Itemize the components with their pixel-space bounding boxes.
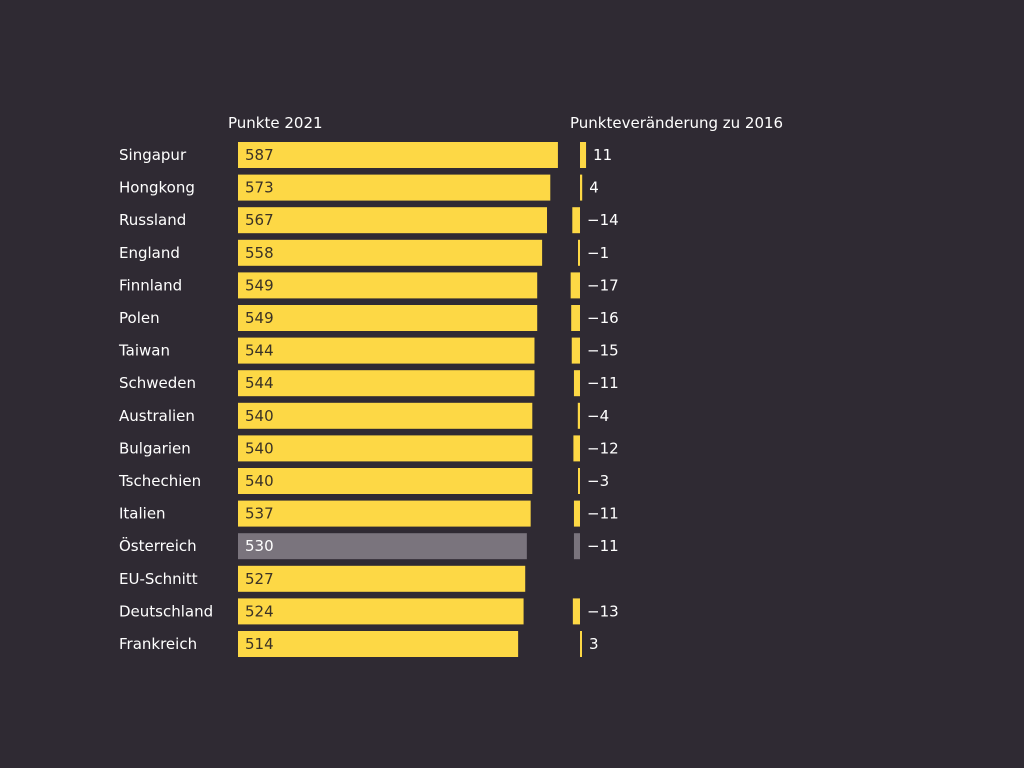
points-value-label: 549 (245, 309, 274, 327)
change-value-label: −17 (587, 276, 619, 294)
points-value-label: 530 (245, 537, 274, 555)
country-label: Russland (119, 211, 186, 229)
points-value-label: 587 (245, 146, 274, 164)
change-value-label: −14 (587, 211, 619, 229)
points-value-label: 558 (245, 244, 274, 262)
country-label: Taiwan (118, 342, 170, 360)
country-label: England (119, 244, 180, 262)
points-value-label: 540 (245, 407, 274, 425)
points-bar (238, 305, 538, 331)
points-bar (238, 533, 527, 560)
points-value-label: 549 (245, 276, 274, 294)
change-value-label: 4 (589, 179, 599, 197)
points-bar (238, 207, 548, 234)
change-value-label: 3 (589, 635, 599, 653)
change-value-label: −13 (587, 602, 619, 620)
change-bar (572, 598, 580, 625)
points-bar (238, 402, 533, 429)
change-bar (570, 272, 580, 299)
points-value-label: 540 (245, 472, 274, 490)
points-value-label: 567 (245, 211, 274, 229)
points-bar (238, 565, 526, 592)
country-label: Polen (119, 309, 160, 327)
change-bar (573, 370, 580, 397)
country-label: Singapur (119, 146, 187, 164)
points-bar (238, 337, 535, 364)
points-value-label: 544 (245, 374, 274, 392)
country-label: Deutschland (119, 602, 213, 620)
points-bar (238, 468, 533, 494)
header-change: Punkteveränderung zu 2016 (570, 114, 783, 132)
change-bar (573, 435, 580, 462)
points-value-label: 514 (245, 635, 274, 653)
change-bar (578, 468, 580, 494)
change-value-label: −4 (587, 407, 609, 425)
country-label: Österreich (119, 536, 197, 555)
change-bar (571, 305, 580, 331)
change-bar (571, 337, 580, 364)
points-bar (238, 631, 519, 657)
points-bar (238, 142, 558, 168)
points-value-label: 537 (245, 505, 274, 523)
change-value-label: 11 (593, 146, 612, 164)
change-value-label: −1 (587, 244, 609, 262)
country-label: Hongkong (119, 179, 195, 197)
country-label: Schweden (119, 374, 196, 392)
change-value-label: −11 (587, 505, 619, 523)
header-points: Punkte 2021 (228, 114, 323, 132)
points-value-label: 527 (245, 570, 274, 588)
change-bar (577, 402, 580, 429)
change-bar (580, 631, 582, 657)
points-value-label: 544 (245, 342, 274, 360)
country-label: Frankreich (119, 635, 197, 653)
points-value-label: 540 (245, 439, 274, 457)
points-bar (238, 370, 535, 397)
change-bar (578, 239, 580, 266)
country-label: Australien (119, 407, 195, 425)
points-bar (238, 174, 551, 201)
country-label: EU-Schnitt (119, 570, 198, 588)
points-bar (238, 272, 538, 299)
points-value-label: 524 (245, 602, 274, 620)
points-bar (238, 239, 543, 266)
country-label: Italien (119, 505, 166, 523)
country-label: Finnland (119, 276, 182, 294)
points-value-label: 573 (245, 179, 274, 197)
points-bar (238, 500, 531, 527)
change-bar (580, 142, 587, 168)
change-value-label: −3 (587, 472, 609, 490)
change-value-label: −12 (587, 439, 619, 457)
change-bar (572, 207, 580, 234)
change-value-label: −16 (587, 309, 619, 327)
points-bar (238, 598, 524, 625)
change-bar (580, 174, 583, 201)
country-label: Bulgarien (119, 439, 191, 457)
change-value-label: −15 (587, 342, 619, 360)
country-label: Tschechien (118, 472, 201, 490)
points-bar (238, 435, 533, 462)
change-value-label: −11 (587, 537, 619, 555)
change-bar (573, 533, 580, 560)
change-value-label: −11 (587, 374, 619, 392)
chart-rows: Singapur 587 11 Hongkong 573 4 Russland 567 −14 E… (118, 142, 619, 657)
change-bar (573, 500, 580, 527)
